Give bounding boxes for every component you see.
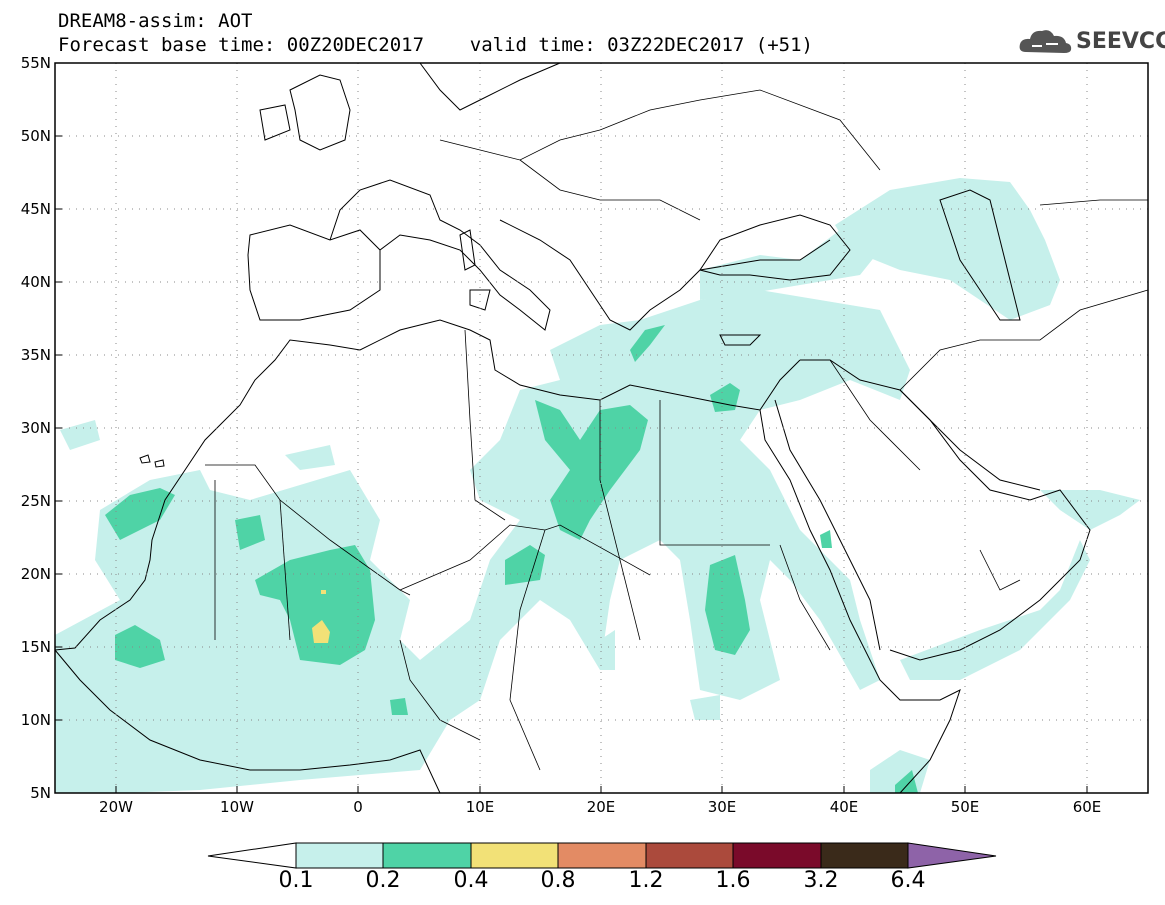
lon-label: 0	[353, 798, 363, 816]
colorbar-label: 1.2	[628, 868, 664, 893]
lon-label: 50E	[951, 798, 980, 816]
colorbar-cell	[820, 842, 909, 869]
colorbar-cell	[732, 842, 822, 869]
lat-label: 5N	[30, 784, 51, 802]
colorbar-cell	[557, 842, 647, 869]
colorbar-label: 0.8	[540, 868, 576, 893]
colorbar	[207, 842, 997, 869]
lat-label: 25N	[21, 492, 51, 510]
colorbar-label: 1.6	[715, 868, 751, 893]
lat-label: 40N	[21, 273, 51, 291]
colorbar-cell	[907, 842, 997, 869]
map-title: DREAM8-assim: AOT	[58, 10, 253, 32]
lon-label: 60E	[1073, 798, 1102, 816]
colorbar-cell	[295, 842, 384, 869]
colorbar-cell	[645, 842, 734, 869]
forecast-times: Forecast base time: 00Z20DEC2017 valid t…	[58, 34, 813, 56]
colorbar-cell	[382, 842, 472, 869]
axis-ticks	[55, 62, 1088, 794]
colorbar-cell	[470, 842, 559, 869]
colorbar-label: 6.4	[890, 868, 926, 893]
lat-label: 10N	[21, 711, 51, 729]
colorbar-label: 3.2	[803, 868, 839, 893]
seevccc-logo: SEEVCCC	[1018, 26, 1165, 56]
lon-label: 40E	[830, 798, 859, 816]
lat-label: 45N	[21, 200, 51, 218]
colorbar-label: 0.4	[453, 868, 489, 893]
lon-label: 10E	[466, 798, 495, 816]
lon-label: 20W	[99, 798, 133, 816]
lon-label: 20E	[587, 798, 616, 816]
colorbar-label: 0.1	[278, 868, 314, 893]
colorbar-label: 0.2	[365, 868, 401, 893]
lon-label: 10W	[220, 798, 254, 816]
aot-level-high	[312, 590, 330, 643]
colorbar-cell	[207, 842, 297, 869]
country-borders	[205, 89, 1149, 771]
logo-text: SEEVCCC	[1076, 29, 1165, 54]
lon-label: 30E	[708, 798, 737, 816]
coastlines	[54, 62, 1091, 794]
cloud-icon	[1019, 30, 1072, 53]
lat-label: 30N	[21, 419, 51, 437]
lat-label: 15N	[21, 638, 51, 656]
graticule	[55, 63, 1148, 793]
lat-label: 55N	[21, 54, 51, 72]
aot-level-medium	[105, 325, 918, 793]
lat-label: 50N	[21, 127, 51, 145]
lat-label: 35N	[21, 346, 51, 364]
lat-label: 20N	[21, 565, 51, 583]
